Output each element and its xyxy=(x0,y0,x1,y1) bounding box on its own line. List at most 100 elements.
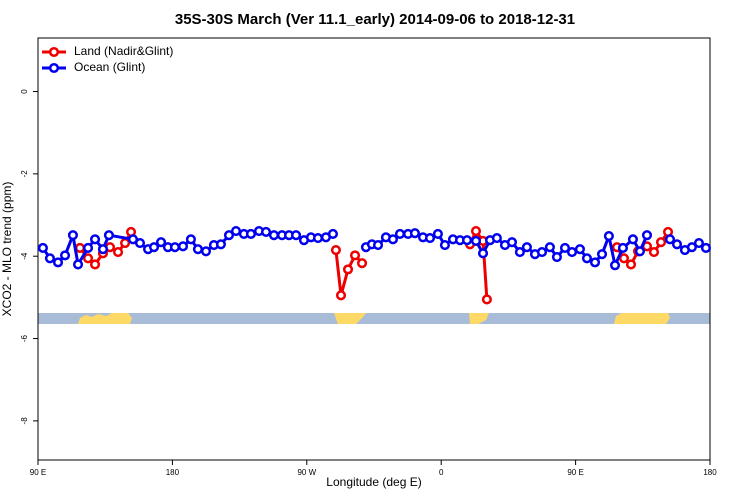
data-point xyxy=(700,242,712,254)
data-point xyxy=(335,290,347,301)
y-tick-label: -6 xyxy=(20,334,29,342)
x-tick-label: 0 xyxy=(439,468,444,477)
y-tick-label: -2 xyxy=(20,170,29,178)
data-point xyxy=(521,242,532,253)
data-point xyxy=(52,257,64,268)
data-point xyxy=(609,260,621,271)
data-point xyxy=(596,249,608,260)
data-point xyxy=(245,228,256,240)
data-point xyxy=(200,246,212,257)
legend-label: Land (Nadir&Glint) xyxy=(74,44,173,58)
data-point xyxy=(230,226,242,237)
data-point xyxy=(148,242,160,253)
data-point xyxy=(72,259,84,270)
data-point xyxy=(625,259,637,270)
data-point xyxy=(223,230,235,241)
data-point xyxy=(156,237,167,248)
data-point xyxy=(470,226,482,237)
data-point xyxy=(409,228,420,239)
data-point xyxy=(566,247,578,258)
data-point xyxy=(387,234,399,245)
data-point xyxy=(551,251,562,263)
map-strip xyxy=(38,313,710,324)
data-point xyxy=(120,237,131,249)
land-strip xyxy=(469,313,489,324)
data-point xyxy=(506,237,518,248)
data-point xyxy=(169,242,180,253)
data-point xyxy=(59,250,71,261)
data-point xyxy=(574,244,585,255)
data-point xyxy=(470,235,482,247)
data-point xyxy=(603,230,614,242)
land-strip xyxy=(334,313,366,324)
data-point xyxy=(372,240,384,251)
legend-marker xyxy=(48,46,60,58)
x-axis-label: Longitude (deg E) xyxy=(326,475,421,489)
data-point xyxy=(89,234,101,245)
data-point xyxy=(491,233,502,244)
y-axis-label: XCO2 - MLO trend (ppm) xyxy=(0,182,14,317)
data-point xyxy=(74,242,86,254)
data-point xyxy=(439,240,450,251)
data-point xyxy=(185,234,196,245)
data-point xyxy=(215,239,226,250)
data-point xyxy=(103,230,114,241)
data-point xyxy=(589,257,601,268)
data-point xyxy=(618,253,630,264)
data-point xyxy=(617,242,628,254)
data-point xyxy=(544,242,555,253)
x-tick-label: 180 xyxy=(166,468,180,477)
data-point xyxy=(290,230,302,241)
data-point xyxy=(89,259,101,270)
data-point xyxy=(327,228,338,240)
data-point xyxy=(349,250,361,261)
x-tick-label: 180 xyxy=(703,468,717,477)
y-tick-label: 0 xyxy=(20,89,29,94)
data-point xyxy=(192,244,203,255)
legend-marker xyxy=(48,62,60,74)
y-tick-label: -8 xyxy=(20,417,29,425)
data-point xyxy=(627,234,638,245)
data-point xyxy=(357,258,368,269)
data-point xyxy=(634,246,646,257)
data-point xyxy=(536,247,548,258)
data-point xyxy=(394,228,406,240)
data-point xyxy=(461,235,473,246)
data-point xyxy=(477,248,489,259)
data-point xyxy=(97,244,109,255)
x-tick-label: 90 W xyxy=(297,468,316,477)
data-point xyxy=(641,230,653,241)
data-point xyxy=(481,294,492,305)
x-tick-label: 90 E xyxy=(567,468,583,477)
data-point xyxy=(134,237,146,249)
data-point xyxy=(330,244,341,256)
data-point xyxy=(581,253,592,264)
x-tick-label: 90 E xyxy=(30,468,46,477)
data-point xyxy=(268,230,279,241)
data-point xyxy=(82,253,94,264)
data-point xyxy=(82,242,94,254)
data-point xyxy=(655,237,667,248)
data-point xyxy=(177,241,189,252)
data-point xyxy=(37,242,48,254)
data-point xyxy=(671,239,683,250)
data-point xyxy=(432,228,443,240)
y-tick-label: -4 xyxy=(20,252,29,260)
data-point xyxy=(260,226,272,237)
chart-title: 35S-30S March (Ver 11.1_early) 2014-09-0… xyxy=(175,11,575,28)
data-point xyxy=(693,237,704,249)
data-point xyxy=(514,247,525,258)
data-point xyxy=(559,242,571,254)
data-point xyxy=(424,233,436,244)
data-point xyxy=(112,247,124,258)
data-point xyxy=(664,234,676,245)
land-strip xyxy=(614,313,670,324)
data-point xyxy=(44,253,55,264)
data-point xyxy=(67,230,78,241)
data-point xyxy=(312,233,324,244)
data-point xyxy=(648,247,660,258)
data-point xyxy=(342,264,354,275)
land-strip xyxy=(78,313,132,324)
legend-label: Ocean (Glint) xyxy=(74,60,145,74)
